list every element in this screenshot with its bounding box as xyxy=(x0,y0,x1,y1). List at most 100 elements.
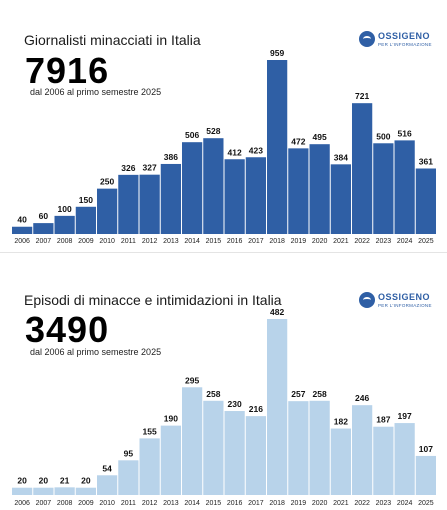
x-tick-label: 2022 xyxy=(354,500,370,507)
bar-2009 xyxy=(75,206,96,234)
x-tick-label: 2022 xyxy=(354,238,370,245)
bar-2006 xyxy=(12,487,33,495)
bar-value-label: 20 xyxy=(81,476,91,486)
bar-2021 xyxy=(330,164,351,234)
bar-value-label: 197 xyxy=(398,411,412,421)
bar-value-label: 482 xyxy=(270,307,284,317)
x-tick-label: 2012 xyxy=(142,238,158,245)
bar-2024 xyxy=(394,423,415,495)
bar-value-label: 150 xyxy=(79,195,93,205)
x-tick-label: 2010 xyxy=(99,500,115,507)
logo-tagline: PER L'INFORMAZIONE xyxy=(378,42,432,47)
bar-2020 xyxy=(309,144,330,234)
bar-value-label: 361 xyxy=(419,157,433,167)
bar-value-label: 190 xyxy=(164,414,178,424)
logo-name: OSSIGENO xyxy=(378,31,431,41)
bar-2013 xyxy=(160,163,181,234)
x-tick-label: 2011 xyxy=(121,500,136,507)
bar-value-label: 40 xyxy=(17,215,27,225)
x-tick-label: 2023 xyxy=(376,500,392,507)
bar-2012 xyxy=(139,438,160,495)
bar-2022 xyxy=(352,405,373,495)
bar-value-label: 506 xyxy=(185,130,199,140)
x-tick-label: 2014 xyxy=(184,500,200,507)
x-tick-label: 2009 xyxy=(78,500,94,507)
x-tick-label: 2006 xyxy=(14,238,30,245)
bar-chart-journalists: 40 2006 60 2007 100 2008 150 2009 250 2010 326 2011… xyxy=(12,48,436,245)
bar-2023 xyxy=(373,143,394,234)
bar-value-label: 384 xyxy=(334,152,348,162)
bar-value-label: 326 xyxy=(121,163,135,173)
bar-value-label: 246 xyxy=(355,393,369,403)
x-tick-label: 2024 xyxy=(397,238,413,245)
x-tick-label: 2013 xyxy=(163,500,179,507)
bar-2025 xyxy=(415,168,436,234)
bar-value-label: 423 xyxy=(249,145,263,155)
chart-subtitle: dal 2006 al primo semestre 2025 xyxy=(30,347,162,357)
bar-value-label: 258 xyxy=(313,389,327,399)
bar-2017 xyxy=(245,416,266,495)
bar-2016 xyxy=(224,159,245,234)
bar-value-label: 258 xyxy=(206,389,220,399)
logo-tagline: PER L'INFORMAZIONE xyxy=(378,303,432,308)
chart-subtitle: dal 2006 al primo semestre 2025 xyxy=(30,87,162,97)
x-tick-label: 2006 xyxy=(14,500,30,507)
x-tick-label: 2008 xyxy=(57,238,73,245)
x-tick-label: 2021 xyxy=(333,500,349,507)
ossigeno-logo: OSSIGENO PER L'INFORMAZIONE xyxy=(359,31,443,51)
divider xyxy=(0,252,447,253)
bar-chart-episodes: 20 2006 20 2007 21 2008 20 2009 54 2010 95 2011 155 2… xyxy=(12,307,436,507)
bar-2008 xyxy=(54,487,75,495)
x-tick-label: 2011 xyxy=(121,238,136,245)
x-tick-label: 2020 xyxy=(312,238,328,245)
x-tick-label: 2019 xyxy=(291,238,307,245)
x-tick-label: 2015 xyxy=(206,238,222,245)
bar-2007 xyxy=(33,223,54,234)
bar-2013 xyxy=(160,425,181,495)
bar-value-label: 54 xyxy=(102,463,112,473)
bar-2006 xyxy=(12,226,33,234)
x-tick-label: 2025 xyxy=(418,238,434,245)
bar-value-label: 20 xyxy=(17,476,27,486)
bar-value-label: 95 xyxy=(124,448,134,458)
bar-value-label: 528 xyxy=(206,126,220,136)
x-tick-label: 2015 xyxy=(206,500,222,507)
bar-value-label: 230 xyxy=(228,399,242,409)
chart-title: Episodi di minacce e intimidazioni in It… xyxy=(24,292,282,308)
x-tick-label: 2019 xyxy=(291,500,307,507)
bar-value-label: 412 xyxy=(228,147,242,157)
bar-2008 xyxy=(54,215,75,234)
bar-value-label: 100 xyxy=(58,204,72,214)
bar-2021 xyxy=(330,428,351,495)
bar-value-label: 472 xyxy=(291,136,305,146)
bar-2012 xyxy=(139,174,160,234)
x-tick-label: 2023 xyxy=(376,238,392,245)
x-tick-label: 2016 xyxy=(227,500,243,507)
bar-value-label: 500 xyxy=(376,131,390,141)
x-tick-label: 2014 xyxy=(184,238,200,245)
bar-value-label: 250 xyxy=(100,177,114,187)
x-tick-label: 2008 xyxy=(57,500,73,507)
x-tick-label: 2016 xyxy=(227,238,243,245)
x-tick-label: 2007 xyxy=(36,500,52,507)
bar-2011 xyxy=(118,174,139,234)
bar-2018 xyxy=(267,319,288,495)
bar-2015 xyxy=(203,400,224,495)
logo-name: OSSIGENO xyxy=(378,292,431,302)
bar-2007 xyxy=(33,487,54,495)
bar-2011 xyxy=(118,460,139,495)
bar-value-label: 216 xyxy=(249,404,263,414)
bar-value-label: 155 xyxy=(143,426,157,436)
x-tick-label: 2012 xyxy=(142,500,158,507)
bar-value-label: 959 xyxy=(270,48,284,58)
bar-value-label: 187 xyxy=(376,415,390,425)
bar-value-label: 721 xyxy=(355,91,369,101)
total-number: 3490 xyxy=(25,309,110,350)
x-tick-label: 2024 xyxy=(397,500,413,507)
bar-value-label: 495 xyxy=(313,132,327,142)
ossigeno-logo-icon xyxy=(359,292,375,308)
x-tick-label: 2018 xyxy=(269,238,285,245)
x-tick-label: 2009 xyxy=(78,238,94,245)
bar-2019 xyxy=(288,148,309,234)
chart-panel-episodes: Episodi di minacce e intimidazioni in It… xyxy=(0,255,447,510)
